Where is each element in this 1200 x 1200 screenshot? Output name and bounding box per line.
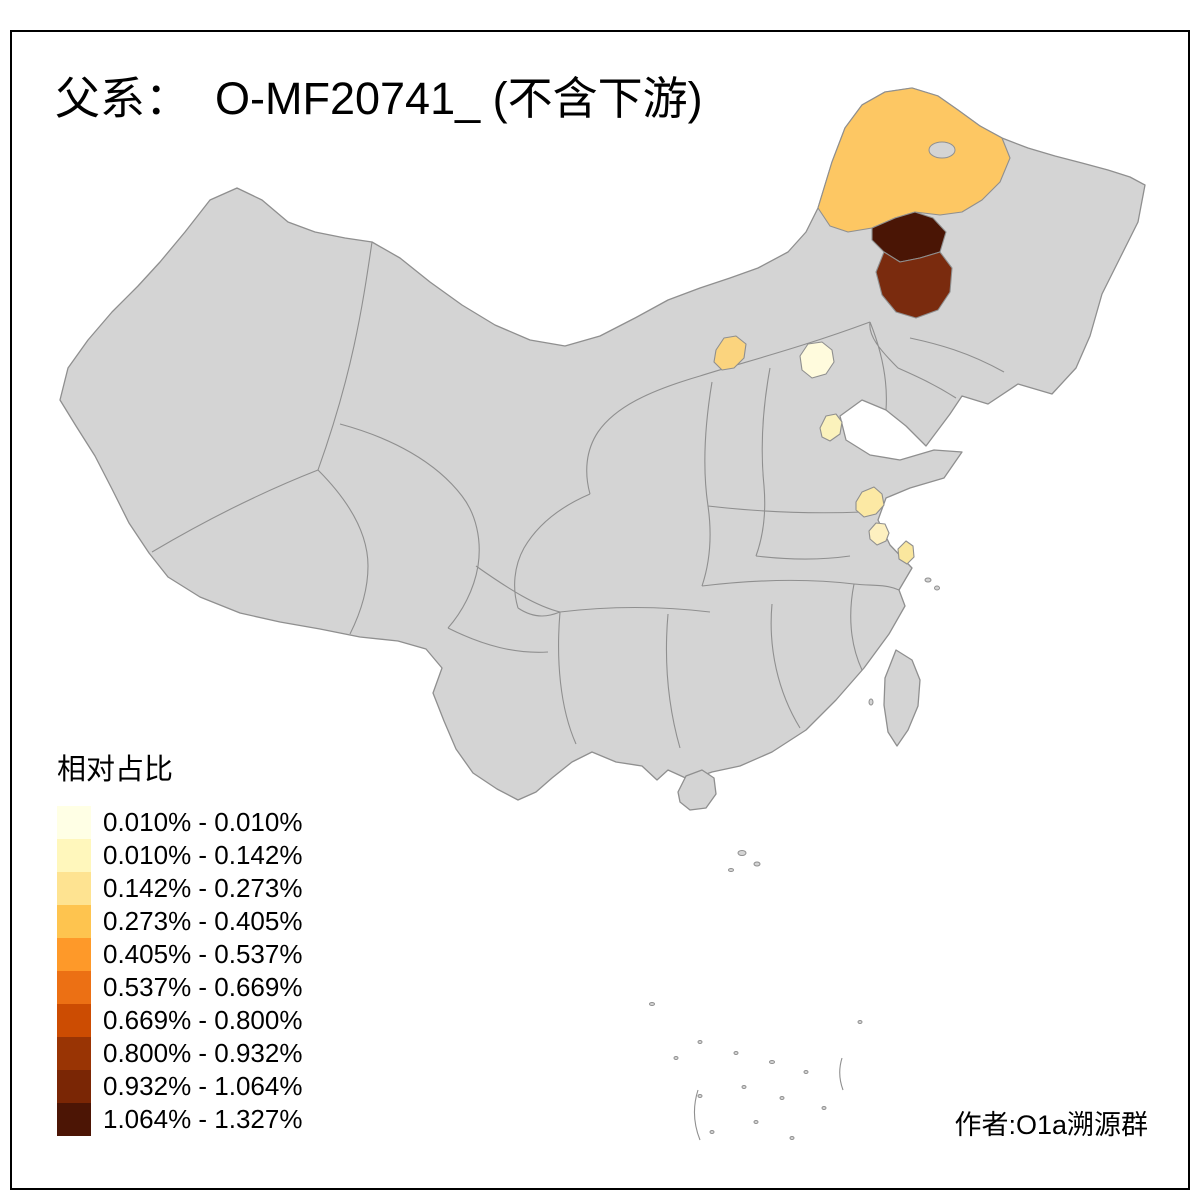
region-shanghai-patch — [897, 540, 915, 565]
legend-item: 0.800% - 0.932% — [57, 1037, 302, 1070]
island-speck — [924, 577, 932, 583]
plot-border — [10, 30, 1190, 1190]
island-speck — [868, 698, 874, 706]
legend-swatch — [57, 1103, 91, 1136]
legend: 相对占比 0.010% - 0.010% 0.010% - 0.142% 0.1… — [57, 746, 302, 1136]
legend-label: 0.537% - 0.669% — [103, 972, 303, 1002]
legend-swatch — [57, 1004, 91, 1037]
legend-title: 相对占比 — [57, 754, 174, 786]
legend-label: 0.405% - 0.537% — [103, 939, 303, 969]
province-borders — [151, 241, 1005, 749]
region-shandong-patch — [819, 413, 843, 442]
island-speck — [697, 1040, 703, 1044]
legend-item: 0.273% - 0.405% — [57, 905, 302, 938]
legend-label: 0.800% - 0.932% — [103, 1038, 303, 1068]
hulun-lake — [928, 141, 956, 159]
island-speck — [934, 585, 940, 591]
island-speck — [789, 1136, 795, 1140]
legend-label: 0.142% - 0.273% — [103, 873, 303, 903]
taiwan-island — [883, 649, 921, 747]
legend-label: 1.064% - 1.327% — [103, 1104, 303, 1134]
legend-item: 0.010% - 0.142% — [57, 839, 302, 872]
legend-label: 0.932% - 1.064% — [103, 1071, 303, 1101]
island-speck — [673, 1056, 679, 1060]
island-speck — [649, 1002, 655, 1006]
coastal-and-south-china-sea-islets — [649, 577, 940, 1141]
legend-label: 0.010% - 0.142% — [103, 840, 303, 870]
plot-title: 父系： O-MF20741_ (不含下游) — [55, 73, 703, 124]
island-speck — [741, 1085, 747, 1089]
hainan-island — [677, 769, 717, 811]
region-northwest-hebei-patch — [713, 335, 747, 371]
island-speck — [753, 1120, 759, 1124]
island-speck — [737, 850, 747, 856]
region-beijing-patch — [799, 341, 835, 379]
island-speck — [803, 1070, 809, 1074]
island-speck — [733, 1051, 739, 1055]
island-speck — [697, 1094, 703, 1098]
reef-arc — [693, 1057, 844, 1141]
legend-item: 0.405% - 0.537% — [57, 938, 302, 971]
legend-swatch — [57, 806, 91, 839]
island-speck — [728, 868, 734, 872]
legend-label: 0.010% - 0.010% — [103, 807, 303, 837]
legend-swatch — [57, 839, 91, 872]
island-speck — [779, 1096, 785, 1100]
author-credit: 作者:O1a溯源群 — [954, 1110, 1148, 1140]
legend-label: 0.273% - 0.405% — [103, 906, 303, 936]
legend-label: 0.669% - 0.800% — [103, 1005, 303, 1035]
island-speck — [857, 1020, 863, 1024]
china-mainland-shape — [59, 87, 1146, 801]
legend-item: 1.064% - 1.327% — [57, 1103, 302, 1136]
legend-item: 0.142% - 0.273% — [57, 872, 302, 905]
legend-swatch — [57, 1070, 91, 1103]
legend-swatch — [57, 938, 91, 971]
legend-swatch — [57, 1037, 91, 1070]
legend-item: 0.932% - 1.064% — [57, 1070, 302, 1103]
legend-swatch — [57, 971, 91, 1004]
legend-swatch — [57, 905, 91, 938]
island-speck — [821, 1106, 827, 1110]
region-jiangsu-north-patch — [855, 486, 885, 518]
island-speck — [709, 1130, 715, 1134]
region-northeast-dark-lower — [875, 251, 953, 319]
legend-item: 0.537% - 0.669% — [57, 971, 302, 1004]
legend-item: 0.010% - 0.010% — [57, 806, 302, 839]
island-speck — [753, 861, 761, 867]
island-speck — [769, 1060, 775, 1064]
legend-item: 0.669% - 0.800% — [57, 1004, 302, 1037]
legend-swatch — [57, 872, 91, 905]
region-jiangsu-south-patch — [868, 522, 890, 546]
